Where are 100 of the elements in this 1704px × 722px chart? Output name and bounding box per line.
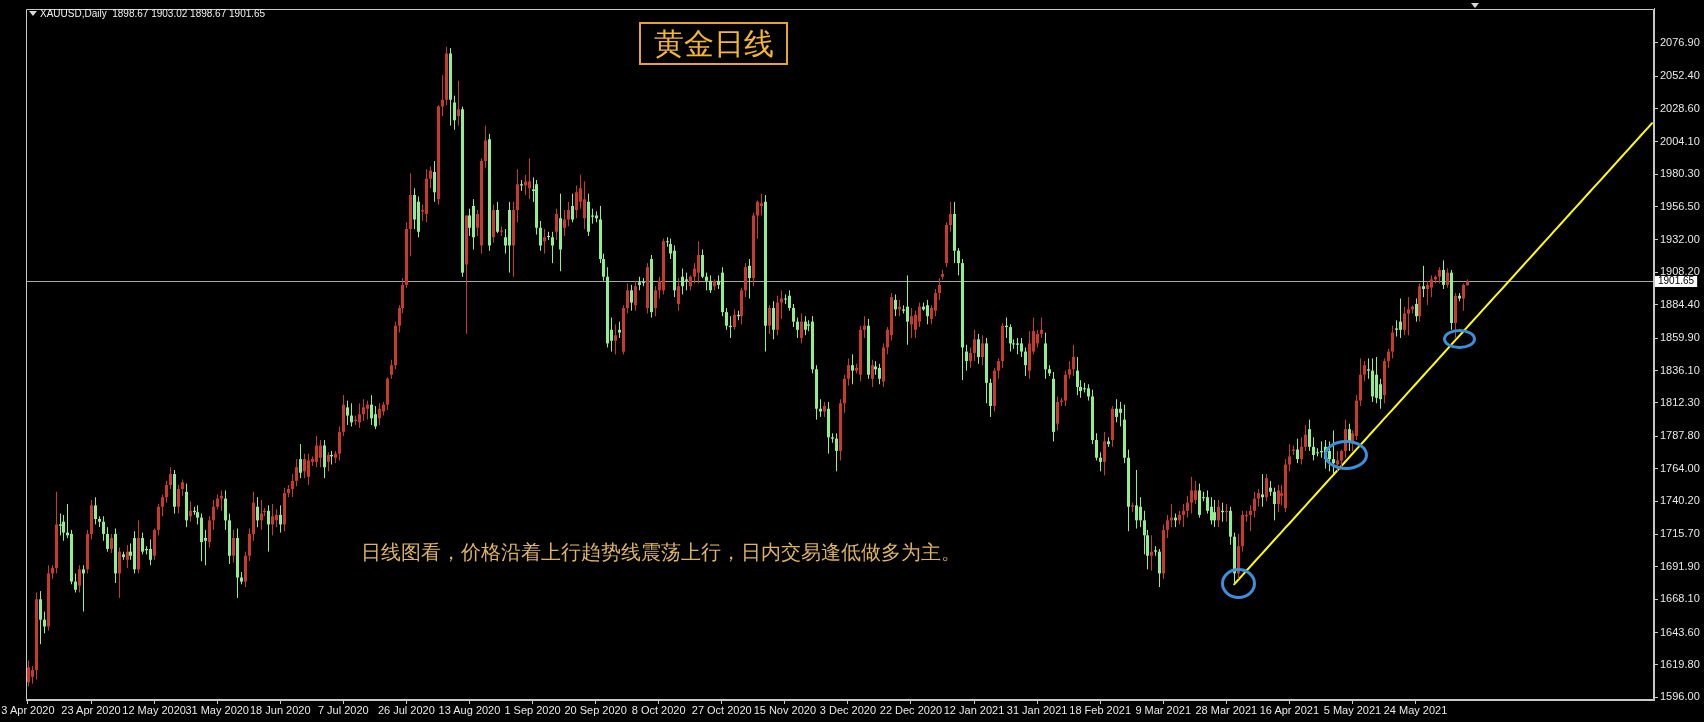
candlestick <box>1273 487 1276 521</box>
candlestick <box>165 480 168 504</box>
y-tick-label: 1980.30 <box>1660 167 1700 180</box>
candlestick <box>1407 296 1410 336</box>
candlestick <box>1024 347 1027 377</box>
candlestick <box>851 353 854 385</box>
candlestick <box>1462 283 1465 312</box>
candlestick <box>1190 476 1193 515</box>
annotation: 日线图看，价格沿着上行趋势线震荡上行，日内交易逢低做多为主。 <box>361 540 961 564</box>
candlestick <box>1391 325 1394 359</box>
candlestick <box>484 125 487 169</box>
candlestick <box>303 453 306 479</box>
candlestick <box>279 504 282 534</box>
x-tick-label: 15 Nov 2020 <box>753 703 817 716</box>
candlestick <box>370 394 373 426</box>
y-tick-label: 1859.90 <box>1660 331 1700 344</box>
candlestick <box>256 496 259 528</box>
candlestick <box>1332 430 1335 475</box>
candlestick <box>1076 356 1079 396</box>
y-tick-label: 1932.00 <box>1660 233 1700 246</box>
candlestick <box>1277 484 1280 513</box>
candlestick <box>267 504 270 553</box>
y-tick-label: 1715.70 <box>1660 527 1700 540</box>
candlestick <box>681 268 684 295</box>
candlestick <box>1300 436 1303 466</box>
candlestick <box>1119 401 1122 427</box>
x-tick-label: 22 Dec 2020 <box>879 703 943 716</box>
candlestick <box>973 329 976 362</box>
candlestick <box>1095 432 1098 461</box>
candlestick <box>760 193 763 216</box>
candlestick <box>835 432 838 472</box>
candlestick <box>1210 496 1213 525</box>
candlestick <box>1158 548 1161 588</box>
candlestick <box>725 307 728 331</box>
y-tick-label: 1884.40 <box>1660 297 1700 310</box>
x-tick-label: 12 May 2020 <box>122 703 186 716</box>
candlestick <box>74 572 77 593</box>
candlestick <box>358 402 361 429</box>
candlestick <box>248 528 251 562</box>
candlestick <box>94 496 97 525</box>
ref-line-label: 1901.65 <box>1658 275 1695 287</box>
candlestick <box>295 458 298 487</box>
x-tick-label: 3 Dec 2020 <box>819 703 877 716</box>
x-tick-label: 23 Apr 2020 <box>61 703 121 716</box>
candlestick <box>378 402 381 426</box>
candlestick <box>1261 473 1264 508</box>
candlestick <box>468 208 471 237</box>
candlestick <box>224 489 227 531</box>
candlestick <box>914 310 917 339</box>
x-tick-label: 5 May 2021 <box>1323 703 1382 716</box>
candlestick <box>1336 450 1339 472</box>
candlestick <box>788 289 791 312</box>
candlestick <box>626 283 629 314</box>
candlestick <box>1296 438 1299 464</box>
candlestick <box>78 564 81 593</box>
candlestick <box>1009 323 1012 353</box>
candlestick <box>918 302 921 328</box>
x-tick-label: 24 May 2021 <box>1383 703 1448 716</box>
candlestick <box>106 526 109 553</box>
candlestick <box>429 165 432 189</box>
candlestick <box>733 308 736 331</box>
candlestick <box>965 344 968 372</box>
x-tick-label: 3 Apr 2020 <box>1 703 55 716</box>
x-tick-label: 18 Feb 2021 <box>1069 703 1132 716</box>
candlestick <box>1103 431 1106 476</box>
candlestick <box>161 493 164 517</box>
candlestick <box>1166 514 1169 539</box>
candlestick <box>299 443 302 479</box>
y-tick-label: 1764.00 <box>1660 461 1700 474</box>
candlestick <box>894 293 897 317</box>
x-tick-label: 27 Oct 2020 <box>691 703 752 716</box>
candlestick <box>271 503 274 536</box>
candlestick <box>1099 451 1102 472</box>
y-tick-label: 2028.60 <box>1660 101 1700 114</box>
candlestick <box>1194 480 1197 505</box>
candlestick <box>141 532 144 555</box>
candlestick <box>1379 378 1382 410</box>
candlestick <box>102 515 105 542</box>
candlestick <box>563 209 566 237</box>
candlestick <box>1415 298 1418 323</box>
candlestick <box>62 514 65 542</box>
candlestick <box>1395 319 1398 338</box>
y-tick-label: 1740.20 <box>1660 494 1700 507</box>
y-tick-label: 1787.80 <box>1660 429 1700 442</box>
candlestick <box>1387 348 1390 369</box>
candlestick <box>796 317 799 339</box>
candlestick <box>555 208 558 241</box>
candlestick <box>551 231 554 264</box>
candlestick <box>583 180 586 230</box>
candlestick <box>630 284 633 312</box>
x-tick-label: 28 Mar 2021 <box>1195 703 1258 716</box>
candlestick <box>220 489 223 512</box>
y-tick-label: 1668.10 <box>1660 592 1700 605</box>
candlestick <box>1308 419 1311 452</box>
y-tick-label: 1956.50 <box>1660 199 1700 212</box>
candlestick <box>969 347 972 369</box>
candlestick <box>575 185 578 219</box>
x-tick-label: 9 Mar 2021 <box>1135 703 1192 716</box>
candlestick <box>1115 398 1118 423</box>
x-tick-label: 13 Aug 2020 <box>438 703 501 716</box>
